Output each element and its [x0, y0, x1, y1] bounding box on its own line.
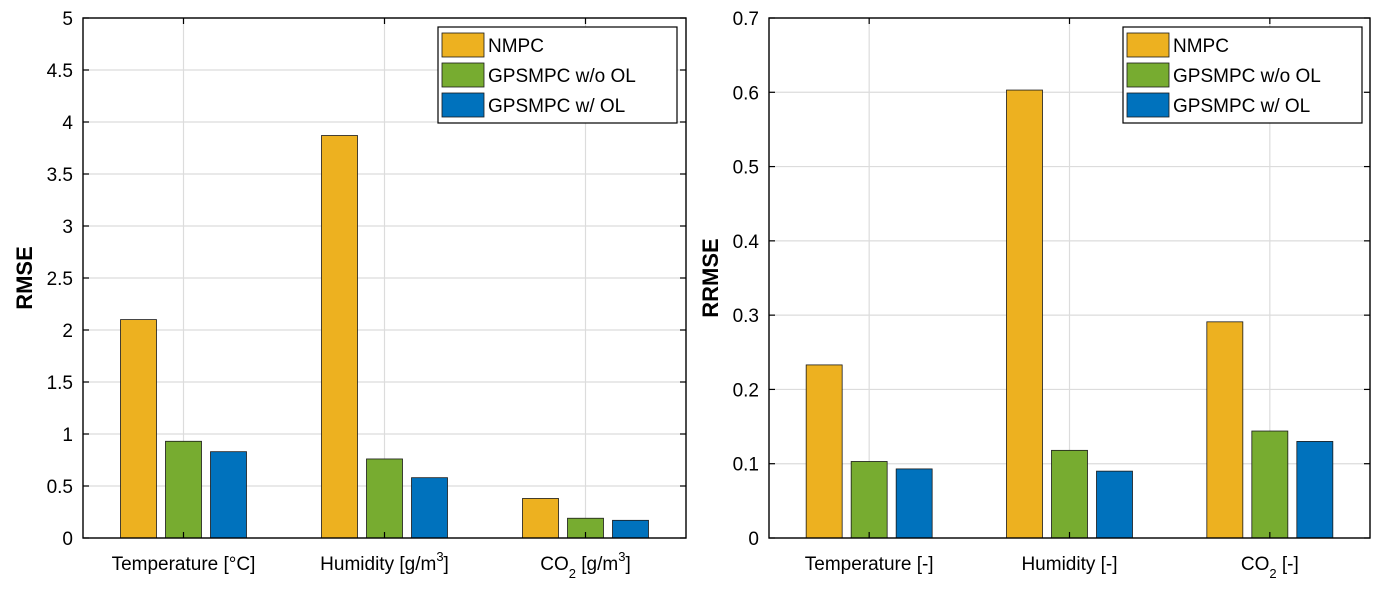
y-tick-label-3: 0.3: [733, 306, 759, 327]
y-tick-label-1: 0.1: [733, 455, 759, 476]
y-tick-label-10: 5: [62, 9, 73, 30]
chart-panel-1: 0 0.5 1 1.5 2 2.5 3 3.5 4 4.5 5 Temperature [°C] Hum…: [12, 9, 687, 581]
y-tick-label-5: 2.5: [47, 269, 73, 290]
bar-gpsmpc-w-o-ol-2: [1251, 430, 1289, 539]
legend: NMPC GPSMPC w/o OL GPSMPC w/ OL: [437, 26, 678, 124]
y-tick-label-2: 1: [62, 425, 73, 446]
bar-gpsmpc-w-ol-2: [1296, 441, 1334, 539]
legend-swatch-2: [441, 92, 485, 118]
y-axis-label: RRMSE: [698, 238, 723, 317]
y-tick-label-7: 0.7: [733, 9, 759, 30]
bar-nmpc-1: [321, 135, 358, 539]
legend-label-0: NMPC: [1173, 36, 1229, 57]
y-tick-label-9: 4.5: [47, 61, 73, 82]
x-tick-label-0: Temperature [°C]: [112, 554, 256, 575]
bar-gpsmpc-w-o-ol-0: [165, 440, 202, 539]
bar-gpsmpc-w-ol-1: [411, 477, 448, 539]
legend-label-0: NMPC: [488, 36, 544, 57]
bar-nmpc-0: [120, 319, 157, 539]
legend-swatch-0: [1126, 32, 1170, 58]
x-tick-label-2: CO2 [-]: [1241, 554, 1299, 581]
bar-gpsmpc-w-o-ol-0: [850, 461, 888, 539]
legend: NMPC GPSMPC w/o OL GPSMPC w/ OL: [1122, 26, 1363, 124]
legend-swatch-1: [441, 62, 485, 88]
x-tick-label-1: Humidity [-]: [1021, 554, 1117, 575]
y-axis-label: RMSE: [12, 246, 37, 310]
y-tick-label-8: 4: [62, 113, 73, 134]
bar-gpsmpc-w-ol-2: [612, 519, 649, 539]
y-tick-label-6: 0.6: [733, 83, 759, 104]
y-tick-label-4: 0.4: [733, 232, 760, 253]
y-tick-label-1: 0.5: [47, 477, 73, 498]
bar-gpsmpc-w-o-ol-1: [366, 458, 403, 539]
bar-nmpc-1: [1006, 89, 1043, 539]
y-tick-label-4: 2: [62, 321, 73, 342]
bar-nmpc-0: [805, 364, 843, 539]
y-tick-label-2: 0.2: [733, 380, 759, 401]
bar-gpsmpc-w-ol-0: [210, 451, 247, 539]
bar-gpsmpc-w-o-ol-1: [1051, 449, 1088, 539]
bar-gpsmpc-w-ol-0: [895, 468, 933, 539]
y-tick-label-7: 3.5: [47, 165, 73, 186]
legend-label-1: GPSMPC w/o OL: [488, 66, 636, 87]
y-tick-label-6: 3: [62, 217, 73, 238]
y-tick-label-5: 0.5: [733, 158, 759, 179]
bar-gpsmpc-w-ol-1: [1096, 470, 1133, 539]
legend-swatch-2: [1126, 92, 1170, 118]
legend-swatch-0: [441, 32, 485, 58]
y-tick-label-0: 0: [748, 529, 759, 550]
chart-panel-2: 0 0.1 0.2 0.3 0.4 0.5 0.6 0.7 Temperature [-] Hum…: [698, 9, 1371, 581]
legend-label-1: GPSMPC w/o OL: [1173, 66, 1321, 87]
bar-nmpc-2: [522, 498, 559, 539]
legend-swatch-1: [1126, 62, 1170, 88]
x-tick-label-1: Humidity [g/m3]: [320, 549, 449, 575]
legend-label-2: GPSMPC w/ OL: [488, 96, 625, 117]
legend-label-2: GPSMPC w/ OL: [1173, 96, 1310, 117]
y-tick-label-0: 0: [62, 529, 73, 550]
bar-nmpc-2: [1206, 321, 1244, 539]
y-tick-label-3: 1.5: [47, 373, 73, 394]
x-tick-label-2: CO2 [g/m3]: [540, 549, 630, 581]
x-tick-label-0: Temperature [-]: [805, 554, 934, 575]
